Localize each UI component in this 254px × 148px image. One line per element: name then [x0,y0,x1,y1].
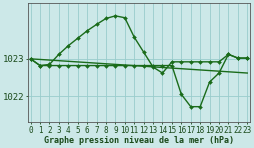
X-axis label: Graphe pression niveau de la mer (hPa): Graphe pression niveau de la mer (hPa) [44,136,233,145]
